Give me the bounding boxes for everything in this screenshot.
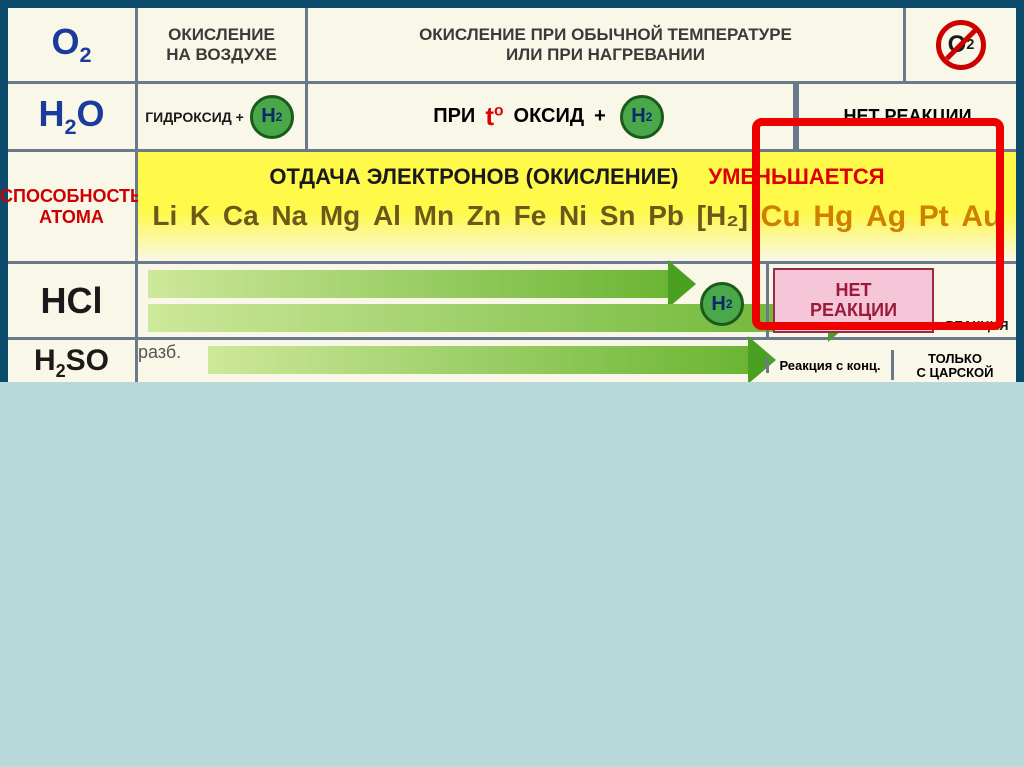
ability-label: СПОСОБНОСТЬАТОМА [8,152,138,261]
hcl-reaction-small: РЕАКЦИЯ [938,264,1016,337]
ability-content: ОТДАЧА ЭЛЕКТРОНОВ (ОКИСЛЕНИЕ) УМЕНЬШАЕТС… [138,152,1016,261]
hcl-arrows: H2 [138,264,766,337]
row-h2o: H2O ГИДРОКСИД + H2 ПРИ to ОКСИД + H2 НЕТ… [8,84,1016,152]
hcl-label: HCl [8,264,138,337]
h2o-no-reaction: НЕТ РЕАКЦИИ [796,84,1016,149]
h2-badge-icon: H2 [250,95,294,139]
arrow-icon [208,346,748,374]
no-reaction-box: НЕТРЕАКЦИИ [773,268,934,333]
h2o-oxide: ПРИ to ОКСИД + H2 [308,84,796,149]
o2-air: ОКИСЛЕНИЕНА ВОЗДУХЕ [138,8,308,81]
row-o2: O2 ОКИСЛЕНИЕНА ВОЗДУХЕ ОКИСЛЕНИЕ ПРИ ОБЫ… [8,8,1016,84]
hcl-right: НЕТРЕАКЦИИ РЕАКЦИЯ [766,264,1016,337]
h2so-razb: разб. [138,340,198,363]
h2so-conc: Реакция с конц. [766,357,891,373]
arrow-icon [148,270,668,298]
h2o-hydroxide: ГИДРОКСИД + H2 [138,84,308,149]
o2-label: O2 [8,8,138,81]
chemistry-table: O2 ОКИСЛЕНИЕНА ВОЗДУХЕ ОКИСЛЕНИЕ ПРИ ОБЫ… [0,0,1024,390]
no-o2-icon: O2 [936,20,986,70]
h2o-label: H2O [8,84,138,149]
row-ability: СПОСОБНОСТЬАТОМА ОТДАЧА ЭЛЕКТРОНОВ (ОКИС… [8,152,1016,264]
o2-no: O2 [906,8,1016,81]
h2-badge-icon: H2 [620,95,664,139]
bottom-cover [0,382,1024,767]
o2-heating: ОКИСЛЕНИЕ ПРИ ОБЫЧНОЙ ТЕМПЕРАТУРЕИЛИ ПРИ… [308,8,906,81]
elements-series: Li K Ca Na Mg Al Mn Zn Fe Ni Sn Pb [H₂] … [138,190,1016,234]
h2so-aqua-regia: ТОЛЬКОС ЦАРСКОЙ [891,350,1016,381]
h2-badge-icon: H2 [700,282,744,326]
row-hcl: HCl H2 НЕТРЕАКЦИИ РЕАКЦИЯ [8,264,1016,340]
